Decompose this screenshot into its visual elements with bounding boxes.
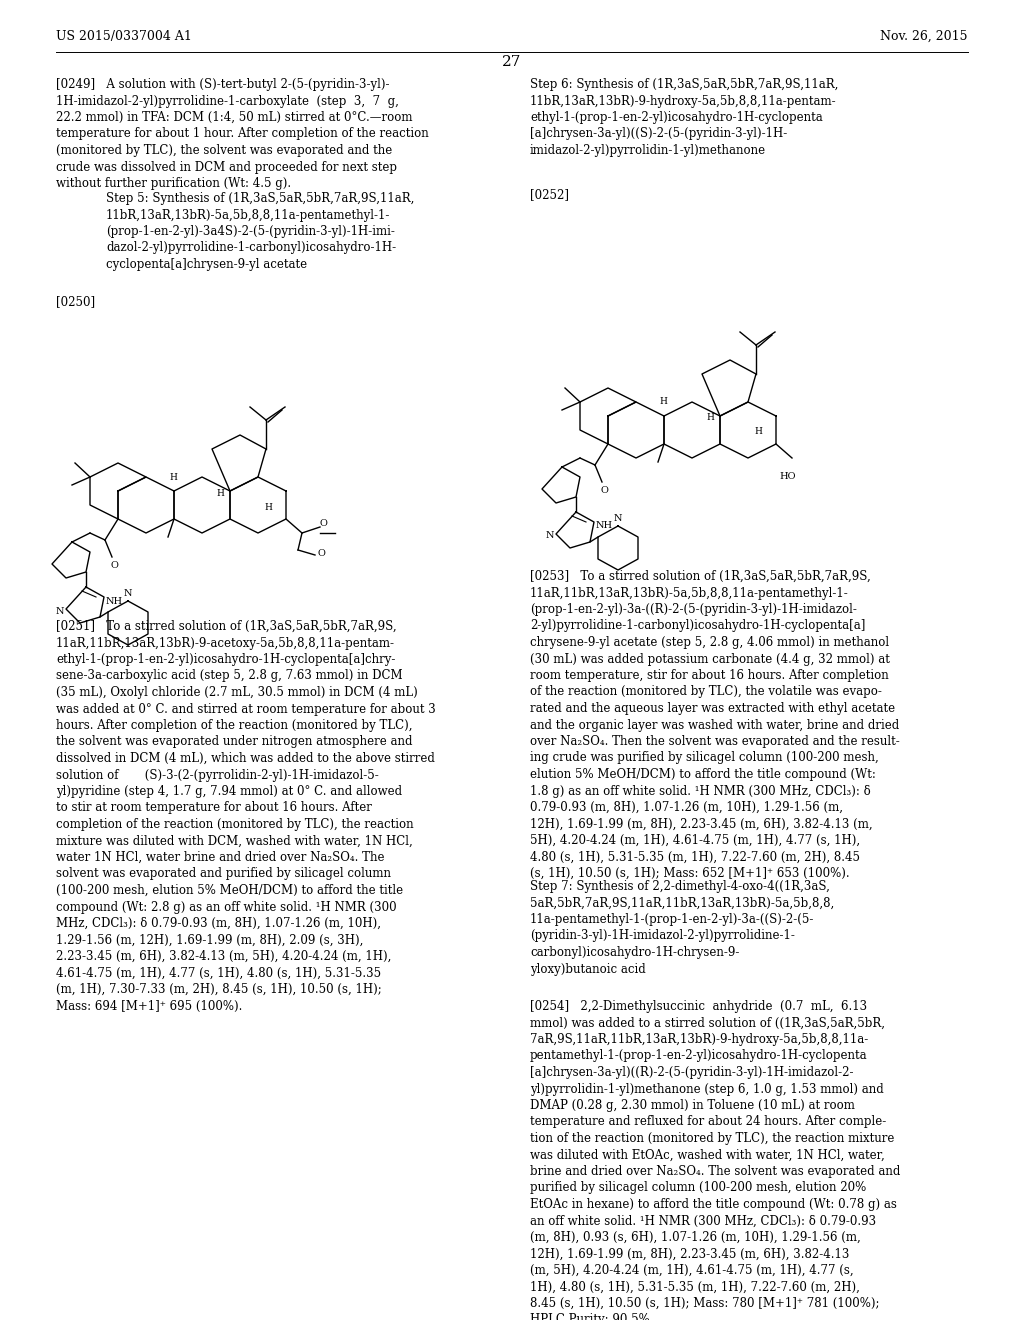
Text: O: O: [110, 561, 118, 570]
Text: [0254]   2,2-Dimethylsuccinic  anhydride  (0.7  mL,  6.13
mmol) was added to a s: [0254] 2,2-Dimethylsuccinic anhydride (0…: [530, 1001, 900, 1320]
Text: [0250]: [0250]: [56, 294, 95, 308]
Text: N: N: [55, 606, 63, 615]
Text: Step 5: Synthesis of (1R,3aS,5aR,5bR,7aR,9S,11aR,
11bR,13aR,13bR)-5a,5b,8,8,11a-: Step 5: Synthesis of (1R,3aS,5aR,5bR,7aR…: [106, 191, 415, 271]
Text: NH: NH: [596, 521, 613, 531]
Text: N: N: [613, 513, 623, 523]
Text: [0253]   To a stirred solution of (1R,3aS,5aR,5bR,7aR,9S,
11aR,11bR,13aR,13bR)-5: [0253] To a stirred solution of (1R,3aS,…: [530, 570, 900, 880]
Text: H: H: [264, 503, 272, 511]
Text: Nov. 26, 2015: Nov. 26, 2015: [881, 30, 968, 44]
Text: H: H: [169, 473, 177, 482]
Text: N: N: [124, 589, 132, 598]
Text: H: H: [216, 488, 224, 498]
Text: O: O: [317, 549, 325, 557]
Text: H: H: [707, 413, 714, 422]
Text: O: O: [600, 486, 608, 495]
Text: [0251]   To a stirred solution of (1R,3aS,5aR,5bR,7aR,9S,
11aR,11bR,13aR,13bR)-9: [0251] To a stirred solution of (1R,3aS,…: [56, 620, 436, 1012]
Text: H: H: [754, 428, 762, 437]
Text: H: H: [659, 397, 667, 407]
Text: [0252]: [0252]: [530, 187, 569, 201]
Text: [0249]   A solution with (S)-tert-butyl 2-(5-(pyridin-3-yl)-
1H-imidazol-2-yl)py: [0249] A solution with (S)-tert-butyl 2-…: [56, 78, 429, 190]
Text: O: O: [319, 519, 328, 528]
Text: HO: HO: [779, 473, 797, 480]
Text: Step 6: Synthesis of (1R,3aS,5aR,5bR,7aR,9S,11aR,
11bR,13aR,13bR)-9-hydroxy-5a,5: Step 6: Synthesis of (1R,3aS,5aR,5bR,7aR…: [530, 78, 839, 157]
Text: N: N: [546, 532, 554, 540]
Text: 27: 27: [503, 55, 521, 69]
Text: NH: NH: [106, 597, 123, 606]
Text: US 2015/0337004 A1: US 2015/0337004 A1: [56, 30, 191, 44]
Text: Step 7: Synthesis of 2,2-dimethyl-4-oxo-4((1R,3aS,
5aR,5bR,7aR,9S,11aR,11bR,13aR: Step 7: Synthesis of 2,2-dimethyl-4-oxo-…: [530, 880, 835, 975]
